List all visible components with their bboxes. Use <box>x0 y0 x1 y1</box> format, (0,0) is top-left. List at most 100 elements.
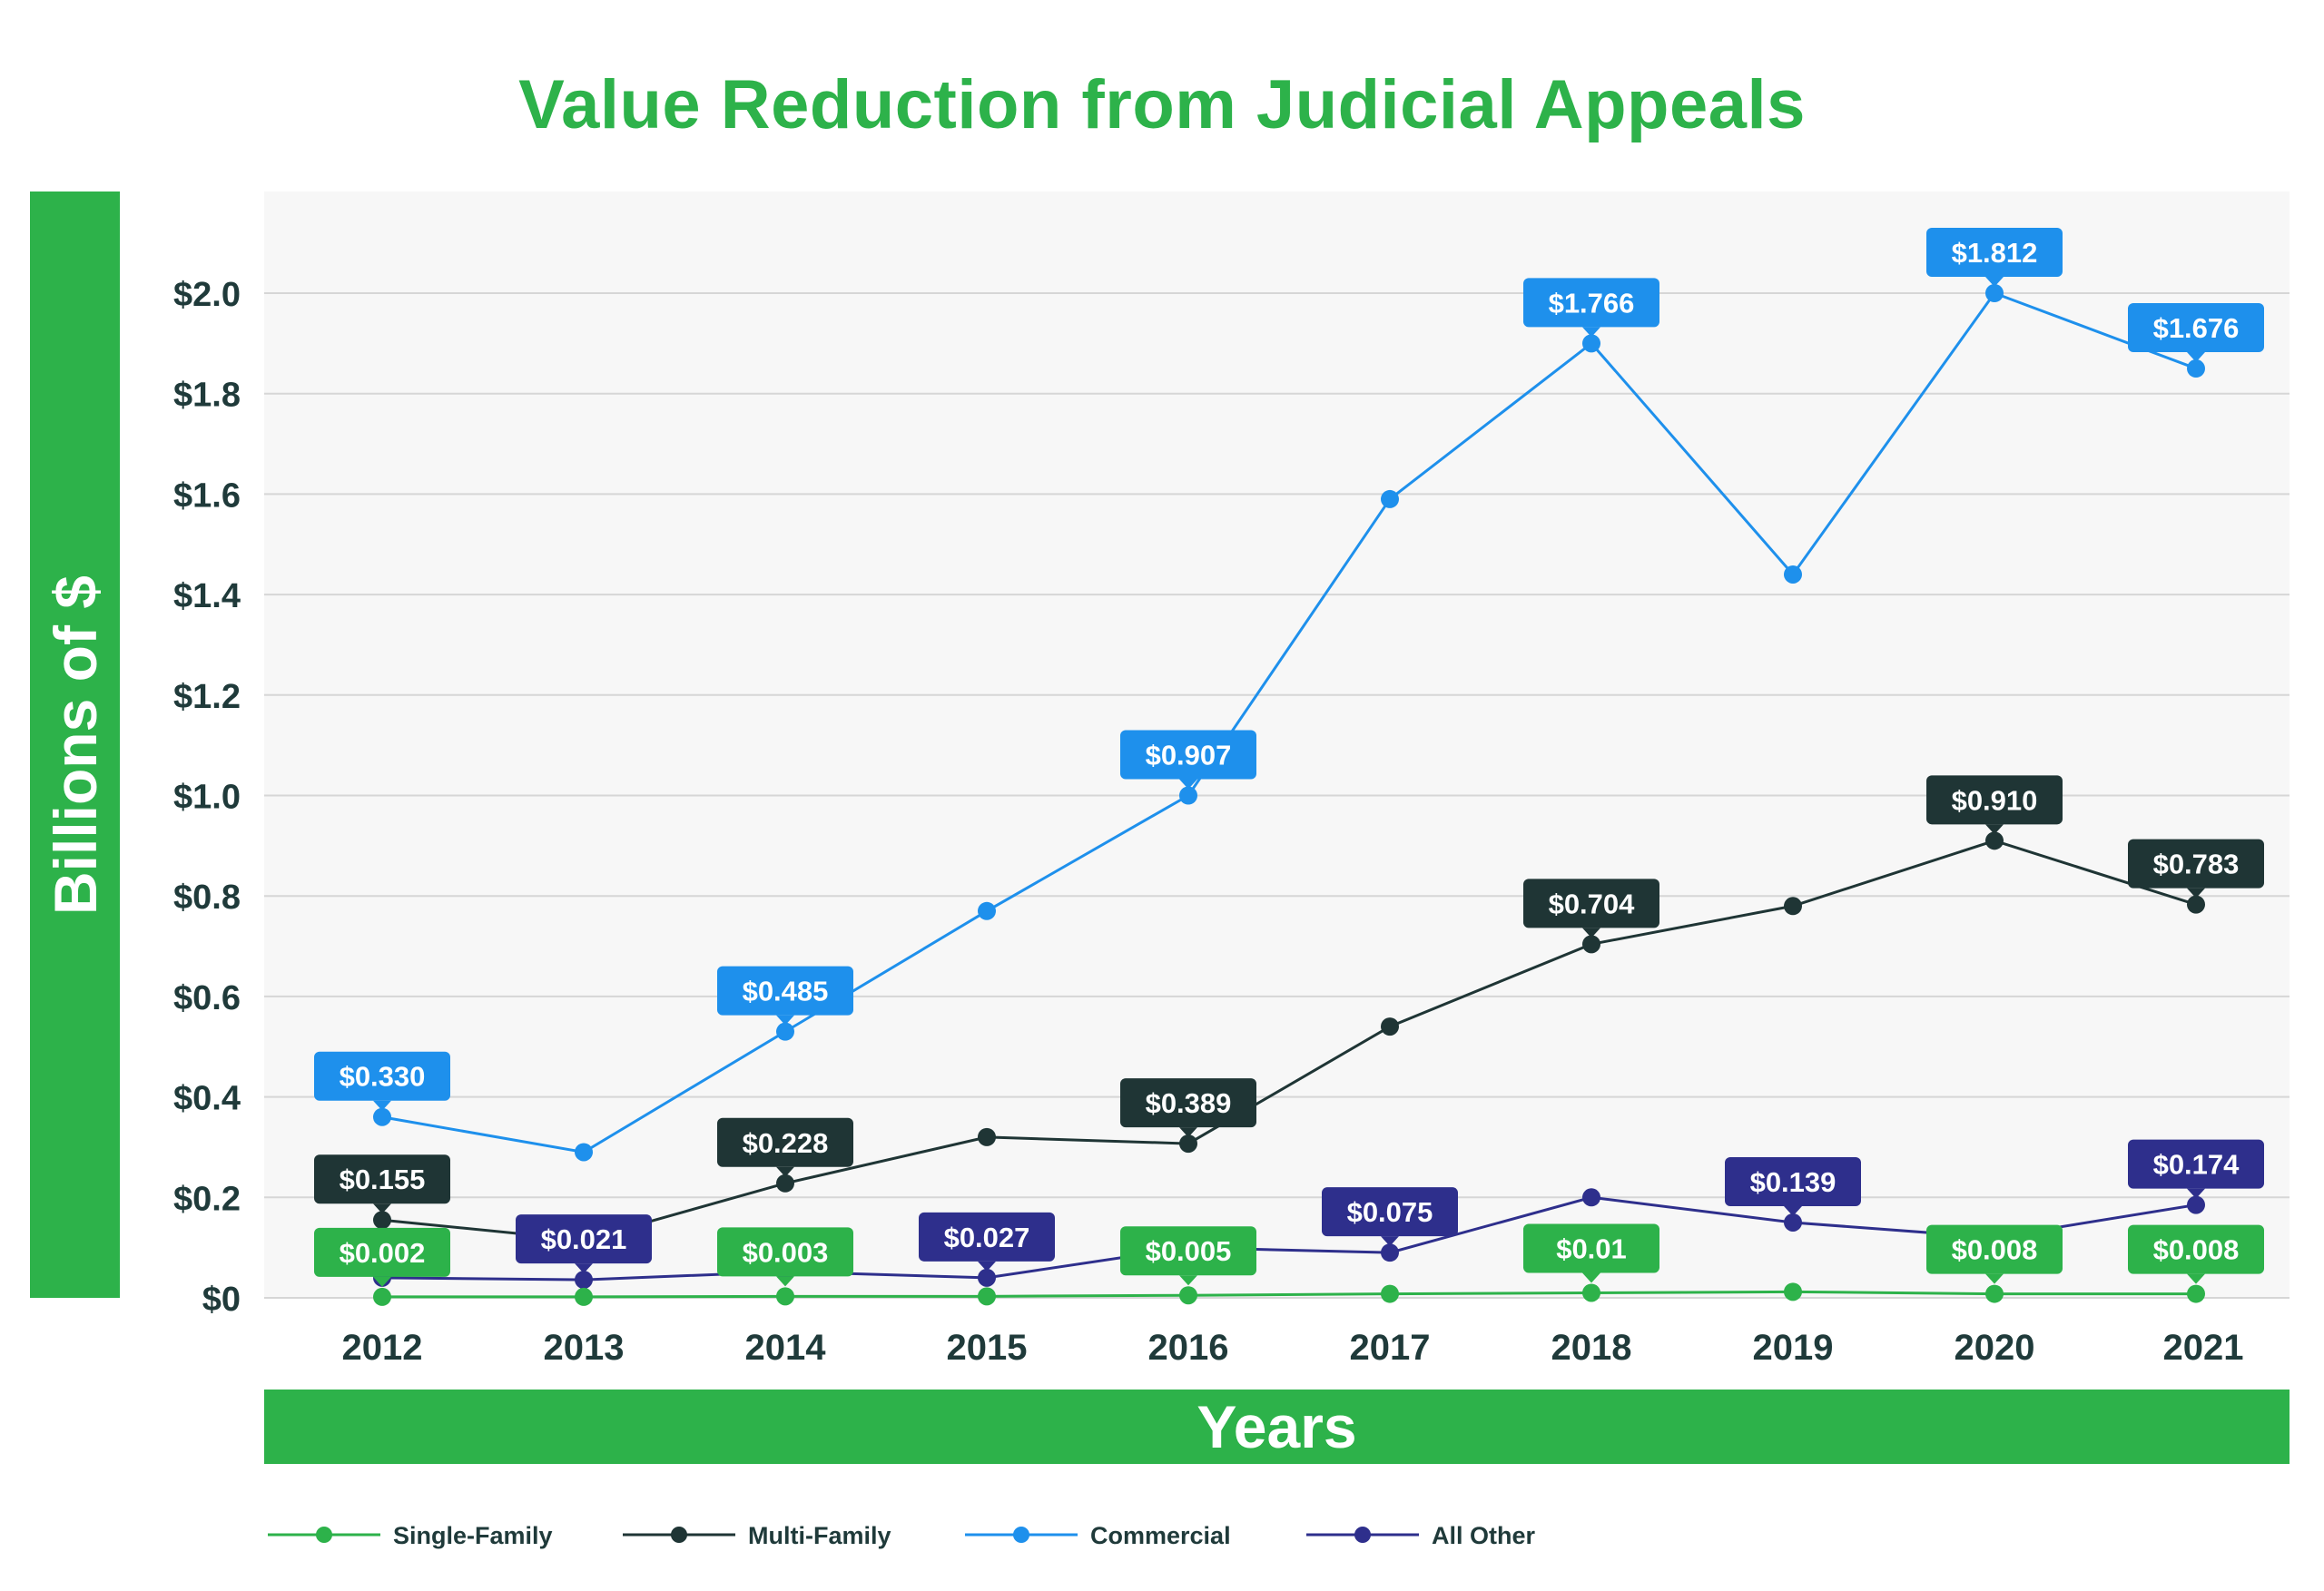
data-label: $0.003 <box>717 1227 853 1287</box>
data-label: $0.139 <box>1725 1156 1861 1216</box>
data-label-pointer <box>373 1203 391 1214</box>
data-label-pointer <box>776 1015 794 1026</box>
data-point <box>373 1107 391 1126</box>
plot-background <box>264 192 2290 1298</box>
data-point <box>776 1174 794 1193</box>
data-label-text: $0.174 <box>2153 1149 2240 1181</box>
x-tick-label: 2016 <box>1148 1328 1229 1368</box>
data-label-text: $0.907 <box>1146 740 1232 771</box>
data-label-text: $1.766 <box>1549 287 1635 319</box>
data-label-pointer <box>776 1166 794 1177</box>
data-label: $0.389 <box>1120 1078 1256 1138</box>
data-label-pointer <box>776 1276 794 1287</box>
data-label-box <box>1725 1156 1861 1206</box>
series-line-multi-family <box>381 839 2197 1242</box>
data-label-pointer <box>1582 928 1600 938</box>
y-tick-label: $1.2 <box>173 678 241 716</box>
x-tick-label: 2021 <box>2163 1328 2244 1368</box>
legend-label-single-family: Single-Family <box>393 1522 553 1549</box>
data-label-pointer <box>1179 779 1197 790</box>
data-label-box <box>717 1227 853 1277</box>
data-label-text: $0.003 <box>743 1236 829 1268</box>
data-label: $0.008 <box>1926 1224 2063 1284</box>
data-label: $0.485 <box>717 966 853 1026</box>
data-point <box>1985 1284 2004 1303</box>
y-tick-label: $1.4 <box>173 577 241 615</box>
data-label-box <box>1523 278 1659 328</box>
data-label: $0.228 <box>717 1117 853 1177</box>
series-line-all-other <box>381 1195 2197 1282</box>
data-point <box>1179 1286 1197 1305</box>
data-label-pointer <box>1179 1127 1197 1138</box>
data-point <box>1784 1282 1802 1301</box>
data-point <box>575 1271 593 1290</box>
data-label-box <box>919 1212 1055 1262</box>
legend-label-all-other: All Other <box>1432 1522 1536 1549</box>
data-label-text: $0.021 <box>541 1223 627 1255</box>
y-tick-label: $2.0 <box>173 276 241 314</box>
data-label: $0.174 <box>2128 1139 2264 1199</box>
y-tick-label: $0.6 <box>173 979 241 1017</box>
data-label-pointer <box>373 1276 391 1287</box>
series-line-commercial <box>381 291 2197 1154</box>
chart-title: Value Reduction from Judicial Appeals <box>518 66 1806 143</box>
data-point <box>2187 1284 2205 1303</box>
y-axis-label: Billions of $ <box>41 575 109 915</box>
data-point <box>776 1287 794 1306</box>
x-tick-label: 2013 <box>544 1328 625 1368</box>
legend-label-multi-family: Multi-Family <box>748 1522 891 1549</box>
data-label-box <box>314 1227 450 1277</box>
data-label-pointer <box>1784 1205 1802 1216</box>
data-label: $0.021 <box>516 1214 652 1274</box>
data-point <box>373 1287 391 1306</box>
y-axis-label-band: Billions of $ <box>30 192 120 1298</box>
data-point <box>2187 359 2205 378</box>
data-label: $0.008 <box>2128 1224 2264 1284</box>
data-label-box <box>717 1117 853 1167</box>
data-label-text: $1.812 <box>1952 237 2038 269</box>
data-label-box <box>1926 1224 2063 1274</box>
data-label-box <box>1120 1226 1256 1276</box>
data-label-pointer <box>1381 1236 1399 1247</box>
data-point <box>1784 565 1802 584</box>
data-point <box>1985 831 2004 850</box>
y-tick-label: $0.8 <box>173 879 241 917</box>
data-point <box>1784 897 1802 916</box>
x-tick-label: 2015 <box>947 1328 1028 1368</box>
data-label-pointer <box>2187 1188 2205 1199</box>
data-point <box>1582 334 1600 353</box>
data-label-box <box>1523 1223 1659 1273</box>
data-label: $0.027 <box>919 1212 1055 1272</box>
data-point <box>1985 284 2004 302</box>
data-label-pointer <box>575 1263 593 1274</box>
data-label-box <box>2128 1224 2264 1274</box>
data-label-pointer <box>1582 1272 1600 1283</box>
legend-swatch-all-other <box>1306 1527 1419 1543</box>
data-point <box>1784 1213 1802 1232</box>
data-label-pointer <box>2187 1273 2205 1284</box>
data-label-text: $0.910 <box>1952 784 2038 816</box>
legend-label-commercial: Commercial <box>1090 1522 1231 1549</box>
y-tick-label: $1.6 <box>173 476 241 515</box>
data-label-box <box>1120 1078 1256 1128</box>
data-label-box <box>314 1154 450 1204</box>
data-point <box>2187 1195 2205 1214</box>
y-tick-label: $0.2 <box>173 1180 241 1218</box>
data-label-pointer <box>1985 1273 2004 1284</box>
data-label-pointer <box>2187 888 2205 899</box>
data-label-text: $0.002 <box>340 1237 426 1269</box>
y-tick-label: $0 <box>202 1281 241 1319</box>
data-label-box <box>1523 879 1659 928</box>
x-axis-label-band: Years <box>264 1390 2290 1464</box>
data-point <box>1582 1188 1600 1207</box>
data-label-pointer <box>2187 352 2205 363</box>
legend-swatch-single-family <box>268 1527 380 1543</box>
data-label-text: $0.783 <box>2153 849 2240 880</box>
data-label-pointer <box>1179 1275 1197 1286</box>
data-point <box>1381 1284 1399 1303</box>
data-label: $0.907 <box>1120 730 1256 790</box>
x-tick-label: 2019 <box>1753 1328 1834 1368</box>
data-label-box <box>1120 730 1256 780</box>
x-tick-label: 2018 <box>1551 1328 1632 1368</box>
line-chart: $0 $0.2 $0.4 $0.6 $0.8 $1.0 $1.2 $1.4 $1.6 $1.8 $2… <box>173 192 2290 1368</box>
